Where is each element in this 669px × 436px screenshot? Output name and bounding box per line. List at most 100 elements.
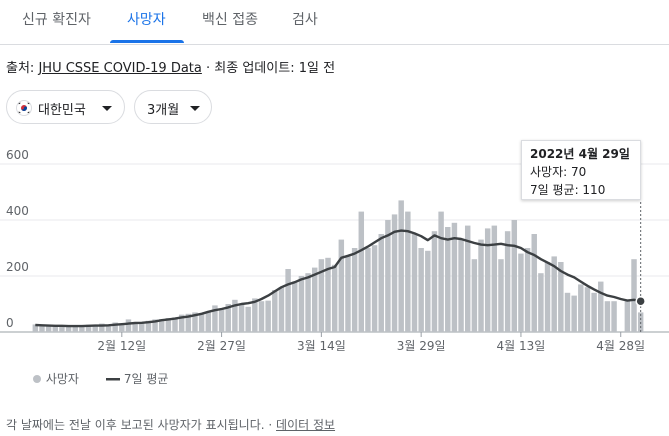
range-label: 3개월 xyxy=(147,103,180,118)
bar xyxy=(298,276,305,332)
bar xyxy=(325,257,331,332)
bar xyxy=(165,318,172,332)
bar xyxy=(464,225,471,332)
bar xyxy=(305,273,311,332)
bar xyxy=(604,301,611,332)
bar xyxy=(225,304,231,332)
bar xyxy=(351,248,358,332)
tab-bar: 신규 확진자 사망자 백신 접종 검사 xyxy=(0,0,669,45)
bar xyxy=(504,231,511,332)
bar xyxy=(212,305,218,332)
bar xyxy=(205,311,212,332)
bar xyxy=(245,306,251,332)
chevron-down-icon xyxy=(190,106,200,111)
bar xyxy=(292,281,298,332)
bar xyxy=(345,256,351,332)
bar xyxy=(285,269,291,332)
bar xyxy=(105,326,112,332)
bar xyxy=(445,227,451,332)
bar xyxy=(32,324,39,332)
range-select[interactable]: 3개월 xyxy=(134,90,212,124)
chevron-down-icon xyxy=(102,106,112,111)
x-tick-label: 3월 14일 xyxy=(297,339,346,353)
bar xyxy=(531,234,537,332)
korea-flag-icon xyxy=(16,100,32,116)
bar xyxy=(558,262,564,332)
y-tick-label: 400 xyxy=(6,204,29,218)
bar xyxy=(72,326,78,332)
bar xyxy=(232,299,238,332)
bar xyxy=(119,323,125,332)
bar xyxy=(584,287,591,332)
tab-new-cases[interactable]: 신규 확진자 xyxy=(22,12,91,28)
bar xyxy=(451,222,458,332)
bar xyxy=(99,323,105,332)
legend-line: 7일 평균 xyxy=(106,370,168,387)
bar xyxy=(59,325,65,332)
tab-deaths[interactable]: 사망자 xyxy=(127,12,166,28)
legend-bars-label: 사망자 xyxy=(45,372,79,386)
deaths-chart[interactable]: 0 200 400 600 2월 12일 2월 27일 3월 14일 3월 29일 4월 13… xyxy=(0,140,669,365)
bar xyxy=(39,324,45,332)
bar xyxy=(185,313,192,332)
bar xyxy=(631,259,637,332)
bar xyxy=(564,292,571,332)
data-info-link[interactable]: 데이터 정보 xyxy=(276,418,336,432)
bar xyxy=(484,228,491,332)
source-link[interactable]: JHU CSSE COVID-19 Data xyxy=(38,61,202,76)
x-tick-label: 4월 28일 xyxy=(596,339,645,353)
bar xyxy=(125,319,132,332)
footer-note: 각 날짜에는 전날 이후 보고된 사망자가 표시됩니다. · 데이터 정보 xyxy=(6,416,335,433)
tooltip-average: 7일 평균: 110 xyxy=(530,183,606,197)
bar xyxy=(405,211,411,332)
bar xyxy=(265,300,271,332)
y-tick-label: 200 xyxy=(6,260,29,274)
source-separator: · xyxy=(206,61,211,76)
bar xyxy=(358,211,365,332)
country-select[interactable]: 대한민국 xyxy=(6,90,125,124)
bar xyxy=(371,245,378,332)
bar xyxy=(524,248,531,332)
bar xyxy=(398,200,404,332)
bar xyxy=(425,250,431,332)
x-tick-label: 2월 27일 xyxy=(197,339,246,353)
bar xyxy=(198,312,205,332)
bar xyxy=(385,220,391,332)
legend-bars: 사망자 xyxy=(32,370,79,387)
bar xyxy=(178,314,185,332)
bar xyxy=(278,287,285,332)
bar xyxy=(318,259,325,332)
hover-point xyxy=(635,295,646,307)
tab-tests[interactable]: 검사 xyxy=(292,12,318,28)
legend-line-label: 7일 평균 xyxy=(123,372,169,386)
bar xyxy=(611,301,617,332)
bar xyxy=(218,309,225,332)
bar xyxy=(152,319,158,332)
bar xyxy=(471,259,478,332)
x-tick-label: 3월 29일 xyxy=(397,339,446,353)
bar xyxy=(365,248,371,332)
bars xyxy=(32,200,644,332)
bar xyxy=(411,234,418,332)
bar xyxy=(458,239,464,332)
bar xyxy=(431,231,438,332)
bar xyxy=(79,326,85,332)
bar xyxy=(311,267,318,332)
source-line: 출처: JHU CSSE COVID-19 Data · 최종 업데이트: 1일… xyxy=(6,57,335,76)
x-axis-labels: 2월 12일 2월 27일 3월 14일 3월 29일 4월 13일 4월 28일 xyxy=(97,332,645,353)
source-prefix: 출처: xyxy=(6,61,35,76)
bar xyxy=(598,281,604,332)
bar xyxy=(624,301,631,332)
active-tab-indicator xyxy=(110,40,184,43)
bar xyxy=(52,326,59,332)
tab-vaccinations[interactable]: 백신 접종 xyxy=(202,12,258,28)
bar xyxy=(258,301,265,332)
legend-dot-icon xyxy=(33,375,41,383)
bar xyxy=(438,211,444,332)
bar xyxy=(85,324,92,332)
footer-text: 각 날짜에는 전날 이후 보고된 사망자가 표시됩니다. xyxy=(6,418,265,432)
bar xyxy=(272,290,278,332)
bar xyxy=(544,262,551,332)
last-updated: 최종 업데이트: 1일 전 xyxy=(214,61,336,76)
y-tick-label: 0 xyxy=(6,316,14,330)
